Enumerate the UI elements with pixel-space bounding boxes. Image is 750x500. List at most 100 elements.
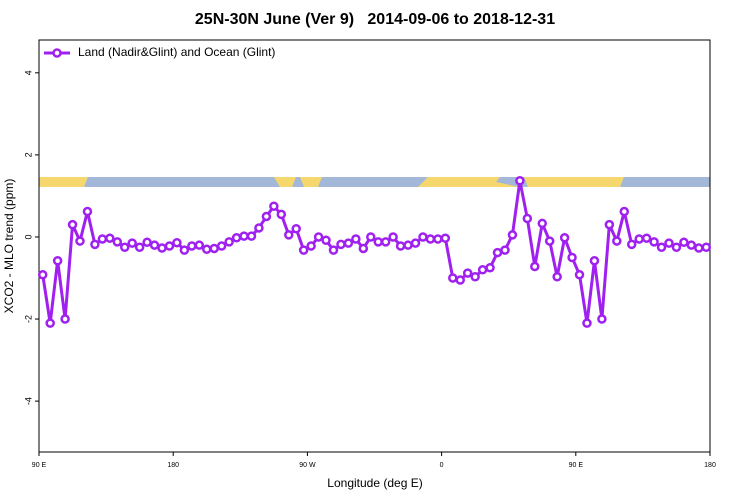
chart-title: 25N-30N June (Ver 9) 2014-09-06 to 2018-…: [195, 11, 555, 28]
data-point: [664, 238, 674, 248]
ocean-strip: [39, 177, 710, 187]
legend-marker: [52, 48, 62, 58]
y-tick-label: -4: [23, 397, 33, 405]
data-point: [90, 239, 100, 250]
data-point: [694, 243, 704, 253]
data-point: [492, 247, 503, 258]
data-point: [149, 240, 160, 250]
data-point: [634, 234, 644, 244]
data-point: [455, 275, 465, 285]
data-point: [589, 256, 600, 266]
surface-strip: [39, 177, 710, 187]
data-point: [187, 241, 197, 251]
data-point: [686, 240, 697, 250]
data-point: [433, 234, 443, 244]
data-point: [597, 314, 607, 324]
data-point: [418, 232, 428, 242]
data-point: [45, 318, 55, 328]
data-point: [649, 237, 659, 247]
data-point: [313, 232, 324, 242]
data-point: [388, 232, 398, 242]
data-point: [269, 201, 279, 211]
data-point: [336, 239, 346, 250]
land-strip: [524, 177, 624, 187]
data-point: [701, 242, 712, 252]
data-point: [470, 272, 480, 282]
data-point: [567, 252, 577, 263]
data-point: [179, 245, 190, 255]
data-point: [440, 233, 451, 243]
data-point: [410, 238, 421, 248]
data-point: [231, 233, 242, 243]
data-point: [462, 268, 473, 278]
data-point: [425, 234, 436, 244]
data-point: [119, 242, 130, 252]
data-point: [306, 241, 316, 251]
data-point: [641, 233, 652, 243]
data-point: [351, 234, 361, 244]
x-tick-label: 90 W: [299, 462, 316, 469]
data-point: [52, 256, 63, 266]
legend-label: Land (Nadir&Glint) and Ocean (Glint): [78, 45, 275, 59]
data-point: [284, 230, 294, 240]
data-point: [202, 244, 212, 255]
data-point: [254, 223, 264, 233]
data-point: [500, 245, 510, 255]
data-point: [97, 234, 108, 244]
data-point: [209, 243, 219, 254]
data-point: [298, 245, 309, 255]
x-tick-label: 90 E: [32, 462, 47, 469]
data-point: [552, 272, 562, 282]
y-tick-label: 4: [23, 70, 33, 75]
land-strip: [418, 177, 520, 187]
data-point: [373, 237, 383, 247]
data-point: [276, 209, 287, 220]
data-point: [142, 237, 152, 248]
data-point: [507, 230, 518, 240]
data-point: [172, 237, 182, 248]
y-axis-label: XCO2 - MLO trend (ppm): [2, 179, 16, 314]
data-point: [157, 243, 167, 253]
data-point: [485, 262, 495, 273]
data-point: [656, 242, 667, 252]
data-point: [60, 314, 70, 324]
data-point: [515, 176, 525, 186]
x-axis-label: Longitude (deg E): [327, 476, 422, 490]
data-point: [380, 237, 391, 247]
data-point: [321, 235, 331, 246]
data-point: [582, 318, 592, 328]
data-point: [544, 236, 555, 246]
data-point: [82, 206, 93, 217]
data-point: [343, 238, 354, 248]
y-tick-label: 2: [23, 152, 33, 157]
data-point: [559, 233, 570, 243]
data-point: [194, 240, 205, 250]
data-point: [37, 269, 48, 280]
y-tick-label: 0: [23, 234, 33, 239]
x-tick-label: 0: [440, 462, 444, 469]
data-point: [134, 242, 145, 252]
data-point: [679, 237, 689, 248]
data-point: [403, 240, 413, 250]
data-point: [612, 236, 622, 246]
data-point: [127, 238, 137, 248]
data-point: [328, 245, 339, 255]
data-line: [41, 180, 707, 324]
x-tick-label: 180: [167, 462, 179, 469]
y-tick-label: -2: [23, 315, 33, 323]
land-strip: [274, 177, 296, 187]
data-point: [477, 265, 488, 275]
data-point: [105, 233, 115, 243]
data-point: [216, 241, 227, 251]
data-point: [224, 237, 234, 247]
data-point: [366, 232, 376, 242]
data-point: [358, 243, 369, 254]
data-point: [619, 206, 630, 217]
data-point: [530, 261, 540, 272]
data-point: [522, 213, 533, 224]
data-point: [395, 241, 406, 251]
data-point: [261, 211, 272, 222]
data-point: [604, 219, 615, 230]
data-point: [291, 224, 301, 234]
